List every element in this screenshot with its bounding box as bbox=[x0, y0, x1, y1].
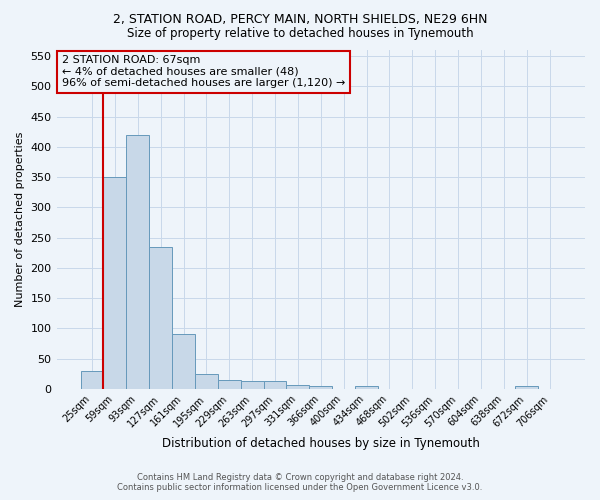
Y-axis label: Number of detached properties: Number of detached properties bbox=[15, 132, 25, 307]
Bar bbox=[355, 386, 378, 389]
Bar bbox=[241, 381, 263, 389]
Text: 2 STATION ROAD: 67sqm
← 4% of detached houses are smaller (48)
96% of semi-detac: 2 STATION ROAD: 67sqm ← 4% of detached h… bbox=[62, 55, 345, 88]
Bar bbox=[103, 177, 127, 389]
Bar bbox=[80, 370, 103, 389]
Bar bbox=[286, 386, 310, 389]
Bar bbox=[310, 386, 332, 389]
Bar bbox=[149, 246, 172, 389]
Text: Contains HM Land Registry data © Crown copyright and database right 2024.
Contai: Contains HM Land Registry data © Crown c… bbox=[118, 473, 482, 492]
Bar bbox=[172, 334, 195, 389]
X-axis label: Distribution of detached houses by size in Tynemouth: Distribution of detached houses by size … bbox=[162, 437, 480, 450]
Text: 2, STATION ROAD, PERCY MAIN, NORTH SHIELDS, NE29 6HN: 2, STATION ROAD, PERCY MAIN, NORTH SHIEL… bbox=[113, 12, 487, 26]
Bar bbox=[195, 374, 218, 389]
Text: Size of property relative to detached houses in Tynemouth: Size of property relative to detached ho… bbox=[127, 28, 473, 40]
Bar bbox=[218, 380, 241, 389]
Bar bbox=[263, 381, 286, 389]
Bar bbox=[515, 386, 538, 389]
Bar bbox=[127, 134, 149, 389]
